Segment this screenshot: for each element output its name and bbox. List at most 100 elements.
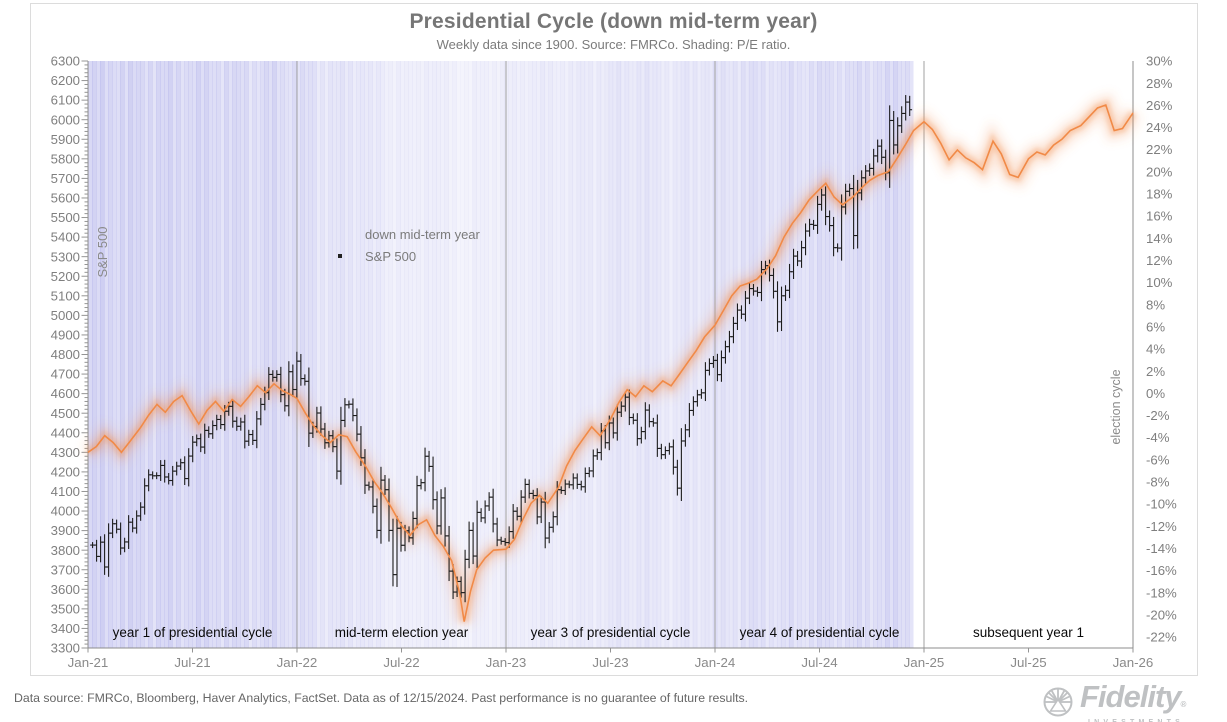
chart-subtitle: Weekly data since 1900. Source: FMRCo. S… (436, 37, 791, 52)
right-axis-tick-label: -18% (1146, 585, 1177, 600)
left-axis-tick-label: 5700 (51, 171, 80, 186)
right-axis-tick-label: -2% (1146, 408, 1170, 423)
x-axis-tick-label: Jan-24 (695, 655, 736, 670)
legend-dot-swatch (324, 254, 362, 258)
right-axis-title: election cycle (1109, 369, 1123, 444)
right-axis-tick-label: 14% (1146, 231, 1173, 246)
section-label: mid-term election year (335, 625, 469, 640)
right-axis-tick-label: 0% (1146, 386, 1165, 401)
left-axis-ticks (81, 60, 88, 649)
right-axis-tick-label: 8% (1146, 297, 1165, 312)
section-label: subsequent year 1 (973, 625, 1084, 640)
right-axis-tick-label: 30% (1146, 54, 1173, 69)
left-axis-tick-label: 4100 (51, 484, 80, 499)
right-axis-tick-label: -20% (1146, 607, 1177, 622)
legend-label: down mid-term year (365, 226, 480, 242)
left-axis-tick-label: 4800 (51, 347, 80, 362)
x-axis-tick-label: Jul-24 (801, 655, 837, 670)
left-axis-tick-label: 5500 (51, 210, 80, 225)
left-axis-tick-label: 4000 (51, 504, 80, 519)
right-axis-tick-label: 12% (1146, 253, 1173, 268)
left-axis-tick-label: 4700 (51, 367, 80, 382)
left-axis-tick-label: 3300 (51, 641, 80, 656)
left-axis-tick-label: 6300 (51, 54, 80, 69)
section-labels: year 1 of presidential cycle mid-term ele… (113, 625, 1084, 640)
right-axis-tick-label: 10% (1146, 275, 1173, 290)
left-axis-tick-label: 6100 (51, 93, 80, 108)
x-axis-tick-label: Jul-25 (1010, 655, 1046, 670)
left-axis-tick-label: 6000 (51, 112, 80, 127)
left-axis-tick-label: 3700 (51, 562, 80, 577)
fidelity-investments-text: INVESTMENTS (1088, 719, 1185, 722)
left-axis-title: S&P 500 (95, 226, 110, 277)
right-axis-tick-label: 22% (1146, 142, 1173, 157)
right-axis-tick-label: -4% (1146, 430, 1170, 445)
left-axis-tick-label: 4900 (51, 328, 80, 343)
right-axis-tick-label: -6% (1146, 452, 1170, 467)
x-axis-tick-label: Jan-25 (904, 655, 945, 670)
chart-title: Presidential Cycle (down mid-term year) (409, 10, 818, 33)
registered-mark: ® (1180, 700, 1187, 709)
legend-line-swatch (324, 233, 362, 235)
right-axis-tick-label: 20% (1146, 164, 1173, 179)
left-axis-tick-label: 4600 (51, 386, 80, 401)
right-axis-tick-label: -14% (1146, 541, 1177, 556)
right-axis-tick-labels: 30% 28% 26% 24% 22% 20% 18% 16% 14% 12% 10% 8% 6% 4% 2… (1146, 54, 1177, 645)
x-axis-tick-label: Jan-22 (277, 655, 318, 670)
x-axis-tick-label: Jul-22 (383, 655, 419, 670)
right-axis-tick-label: 16% (1146, 209, 1173, 224)
fidelity-logo: Fidelity® INVESTMENTS (1040, 679, 1187, 722)
disclaimer-text: Data source: FMRCo, Bloomberg, Haver Ana… (14, 691, 749, 705)
right-axis-tick-label: -8% (1146, 475, 1170, 490)
cycle-line (87, 103, 1134, 622)
x-axis-ticks (87, 648, 1134, 653)
left-axis-tick-label: 5100 (51, 288, 80, 303)
chart-frame (30, 3, 1198, 676)
right-axis-tick-label: -12% (1146, 519, 1177, 534)
left-axis-tick-label: 6200 (51, 73, 80, 88)
section-label: year 4 of presidential cycle (740, 625, 900, 640)
left-axis-tick-label: 5600 (51, 191, 80, 206)
year-divider-lines (296, 61, 925, 648)
right-axis-tick-label: -22% (1146, 630, 1177, 645)
section-label: year 3 of presidential cycle (531, 625, 691, 640)
left-axis-tick-label: 4400 (51, 425, 80, 440)
pe-ratio-shading (88, 61, 914, 648)
left-axis-tick-label: 3500 (51, 601, 80, 616)
x-axis-tick-label: Jul-21 (174, 655, 210, 670)
left-axis-tick-labels: 6300 6200 6100 6000 5900 5800 5700 5600 5500 5400… (51, 54, 80, 656)
left-axis-tick-label: 5200 (51, 269, 80, 284)
left-axis-tick-label: 4200 (51, 465, 80, 480)
right-axis-tick-label: 4% (1146, 342, 1165, 357)
left-axis-tick-label: 3800 (51, 543, 80, 558)
left-axis-tick-label: 3600 (51, 582, 80, 597)
x-axis-tick-label: Jan-26 (1113, 655, 1154, 670)
x-axis-tick-label: Jul-23 (592, 655, 628, 670)
left-axis-tick-label: 3400 (51, 621, 80, 636)
section-label: year 1 of presidential cycle (113, 625, 273, 640)
fidelity-pinwheel-icon (1043, 687, 1073, 717)
x-axis-tick-label: Jan-21 (68, 655, 109, 670)
black-dot-icon (338, 254, 342, 258)
legend-item-down-mid-term-year: down mid-term year (324, 223, 480, 245)
right-axis-tick-label: 24% (1146, 120, 1173, 135)
right-axis-tick-label: 6% (1146, 319, 1165, 334)
fidelity-wordmark: Fidelity® (1080, 679, 1187, 714)
right-axis-tick-label: -10% (1146, 497, 1177, 512)
right-axis-tick-label: 26% (1146, 98, 1173, 113)
x-axis-tick-labels: Jan-21 Jul-21 Jan-22 Jul-22 Jan-23 Jul-23 Jan-… (68, 655, 1154, 670)
right-axis-tick-label: 28% (1146, 76, 1173, 91)
left-axis-tick-label: 5400 (51, 230, 80, 245)
right-axis-tick-label: 18% (1146, 187, 1173, 202)
left-axis-tick-label: 4500 (51, 406, 80, 421)
orange-line-icon (324, 233, 358, 235)
left-axis-tick-label: 5900 (51, 132, 80, 147)
left-axis-tick-label: 5800 (51, 151, 80, 166)
x-axis-tick-label: Jan-23 (486, 655, 527, 670)
legend: down mid-term year S&P 500 (324, 223, 480, 267)
right-axis-tick-label: -16% (1146, 563, 1177, 578)
left-axis-tick-label: 5300 (51, 249, 80, 264)
left-axis-tick-label: 5000 (51, 308, 80, 323)
legend-label: S&P 500 (365, 248, 417, 264)
